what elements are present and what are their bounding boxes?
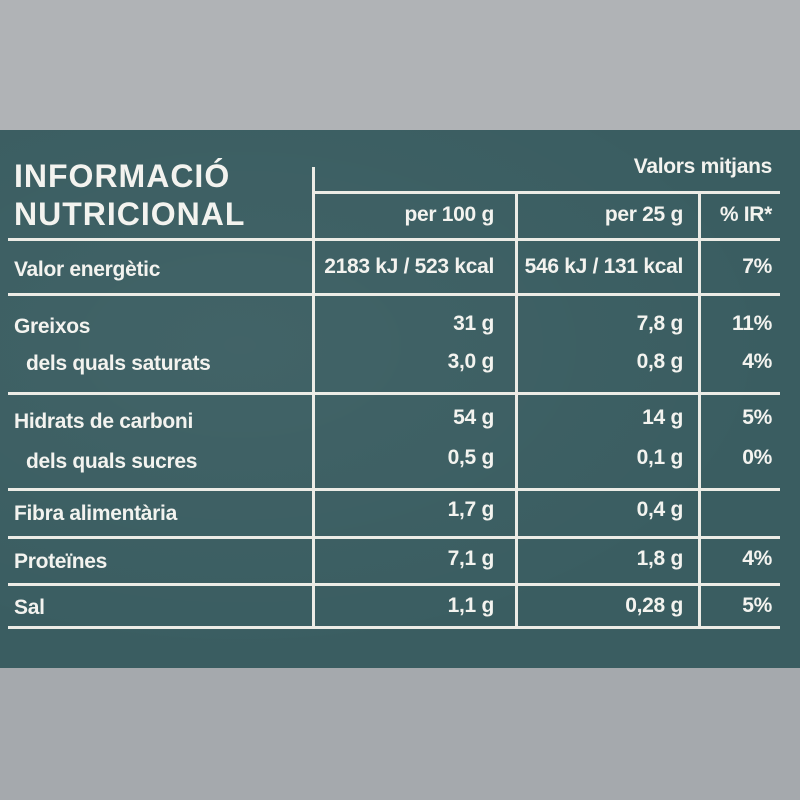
values-group-header: Valors mitjans [633,155,773,178]
cell-ir: 7% [742,255,772,278]
cell-per100: 3,0 g [447,350,495,373]
cell-per100: 0,5 g [447,446,495,469]
cell-ir: 5% [742,406,772,429]
per25-column-header: per 25 g [604,203,683,226]
cell-ir: 4% [742,547,772,570]
table-bottom-border [8,626,780,629]
row-divider [8,238,780,241]
row-divider [8,293,780,296]
cell-per25: 0,4 g [636,498,684,521]
cell-ir: 4% [742,350,772,373]
row-divider [8,392,780,395]
cell-per25: 546 kJ / 131 kcal [524,255,684,278]
row-divider [8,488,780,491]
cell-per100: 2183 kJ / 523 kcal [324,255,494,278]
cell-per25: 0,1 g [636,446,684,469]
cell-per25: 1,8 g [636,547,684,570]
title-line-1: INFORMACIÓ [14,158,231,194]
background-top [0,0,800,130]
cell-ir: 5% [742,594,772,617]
label-column-divider [312,167,315,629]
row-label-salt: Sal [14,596,45,619]
row-label-protein: Proteïnes [14,550,107,573]
ir-column-header: % IR* [719,203,772,226]
cell-per100: 1,1 g [447,594,495,617]
nutrition-label-panel: INFORMACIÓ NUTRICIONAL Valors mitjans pe… [0,130,800,668]
cell-per25: 0,28 g [625,594,683,617]
background-bottom [0,668,800,800]
row-label-sugars: dels quals sucres [26,450,198,473]
title-line-2: NUTRICIONAL [14,196,246,232]
per25-column-divider [698,193,701,629]
cell-per25: 14 g [642,406,683,429]
cell-ir: 11% [732,312,772,335]
cell-per100: 7,1 g [447,547,495,570]
cell-per100: 31 g [453,312,494,335]
row-label-carbs: Hidrats de carboni [14,410,193,433]
cell-per100: 54 g [453,406,494,429]
per100-column-divider [515,193,518,629]
row-label-fat: Greixos [14,315,91,338]
header-divider [312,191,780,194]
row-divider [8,583,780,586]
row-label-saturated: dels quals saturats [26,352,211,375]
row-label-fiber: Fibra alimentària [14,502,177,525]
cell-per25: 0,8 g [636,350,684,373]
row-divider [8,536,780,539]
cell-per25: 7,8 g [636,312,684,335]
cell-per100: 1,7 g [447,498,495,521]
cell-ir: 0% [742,446,772,469]
per100-column-header: per 100 g [404,203,494,226]
row-label-energy: Valor energètic [14,258,161,281]
